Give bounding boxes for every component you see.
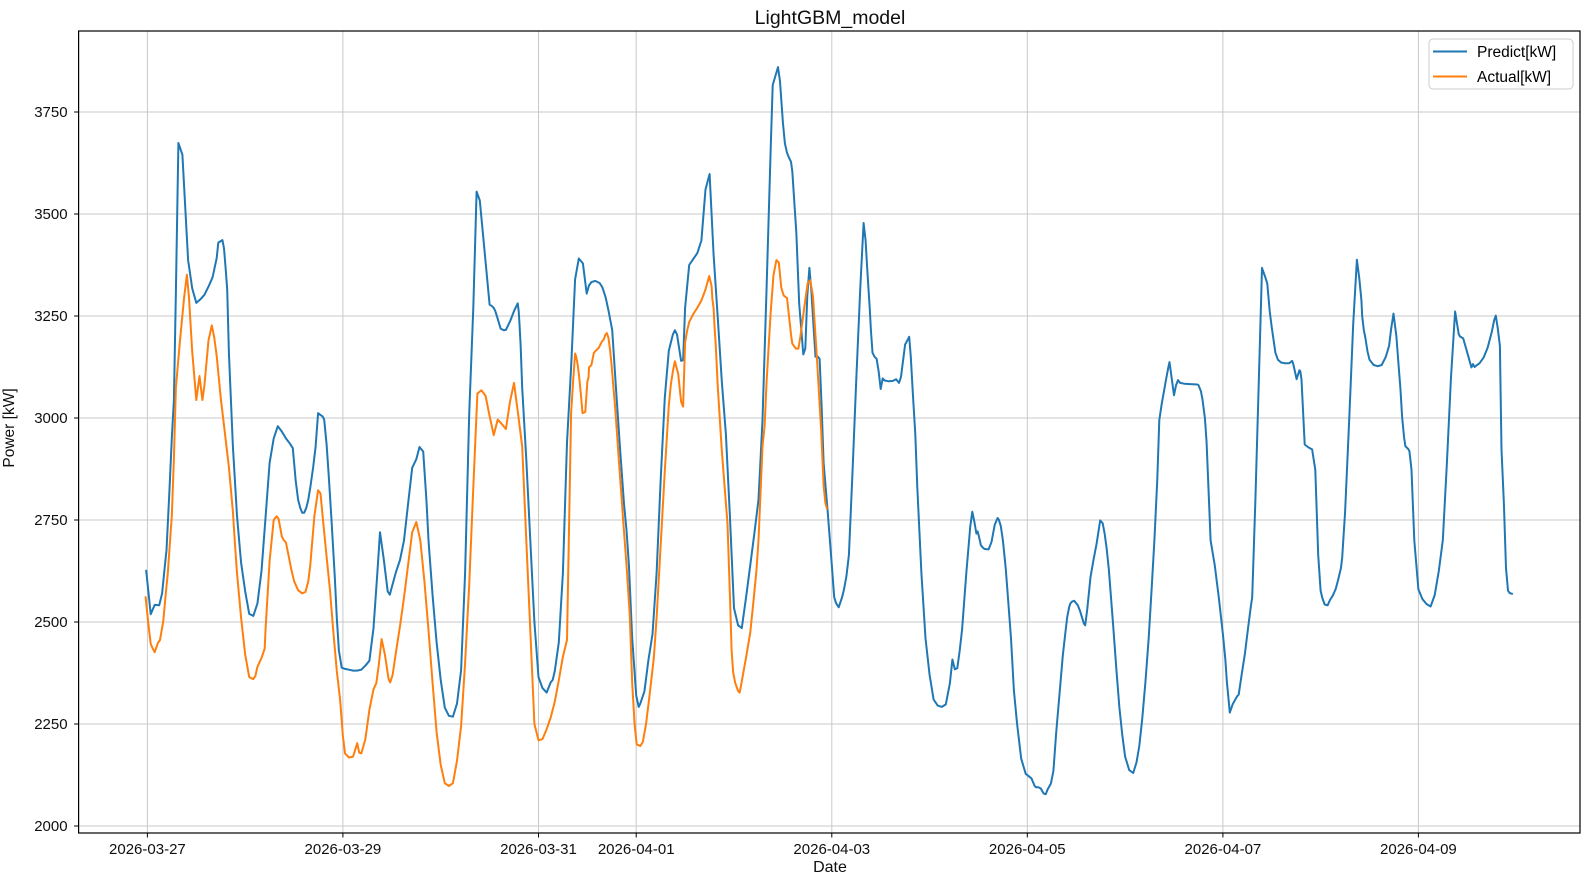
svg-text:3250: 3250 [34,308,67,325]
svg-text:Date: Date [813,859,847,876]
svg-text:2026-04-07: 2026-04-07 [1185,841,1262,858]
svg-text:2026-04-01: 2026-04-01 [598,841,675,858]
svg-text:LightGBM_model: LightGBM_model [755,7,906,29]
svg-text:2026-04-03: 2026-04-03 [793,841,870,858]
svg-text:2250: 2250 [34,716,67,733]
svg-text:2750: 2750 [34,512,67,529]
svg-text:2026-03-29: 2026-03-29 [305,841,382,858]
svg-text:2500: 2500 [34,614,67,631]
svg-text:3750: 3750 [34,104,67,121]
svg-text:3000: 3000 [34,410,67,427]
svg-text:Power [kW]: Power [kW] [1,388,18,467]
svg-text:2026-03-27: 2026-03-27 [109,841,186,858]
svg-text:2026-04-09: 2026-04-09 [1380,841,1457,858]
svg-text:3500: 3500 [34,206,67,223]
svg-text:Actual[kW]: Actual[kW] [1477,69,1551,86]
svg-text:2026-03-31: 2026-03-31 [500,841,577,858]
svg-text:2026-04-05: 2026-04-05 [989,841,1066,858]
svg-text:2000: 2000 [34,818,67,835]
svg-text:Predict[kW]: Predict[kW] [1477,44,1556,61]
